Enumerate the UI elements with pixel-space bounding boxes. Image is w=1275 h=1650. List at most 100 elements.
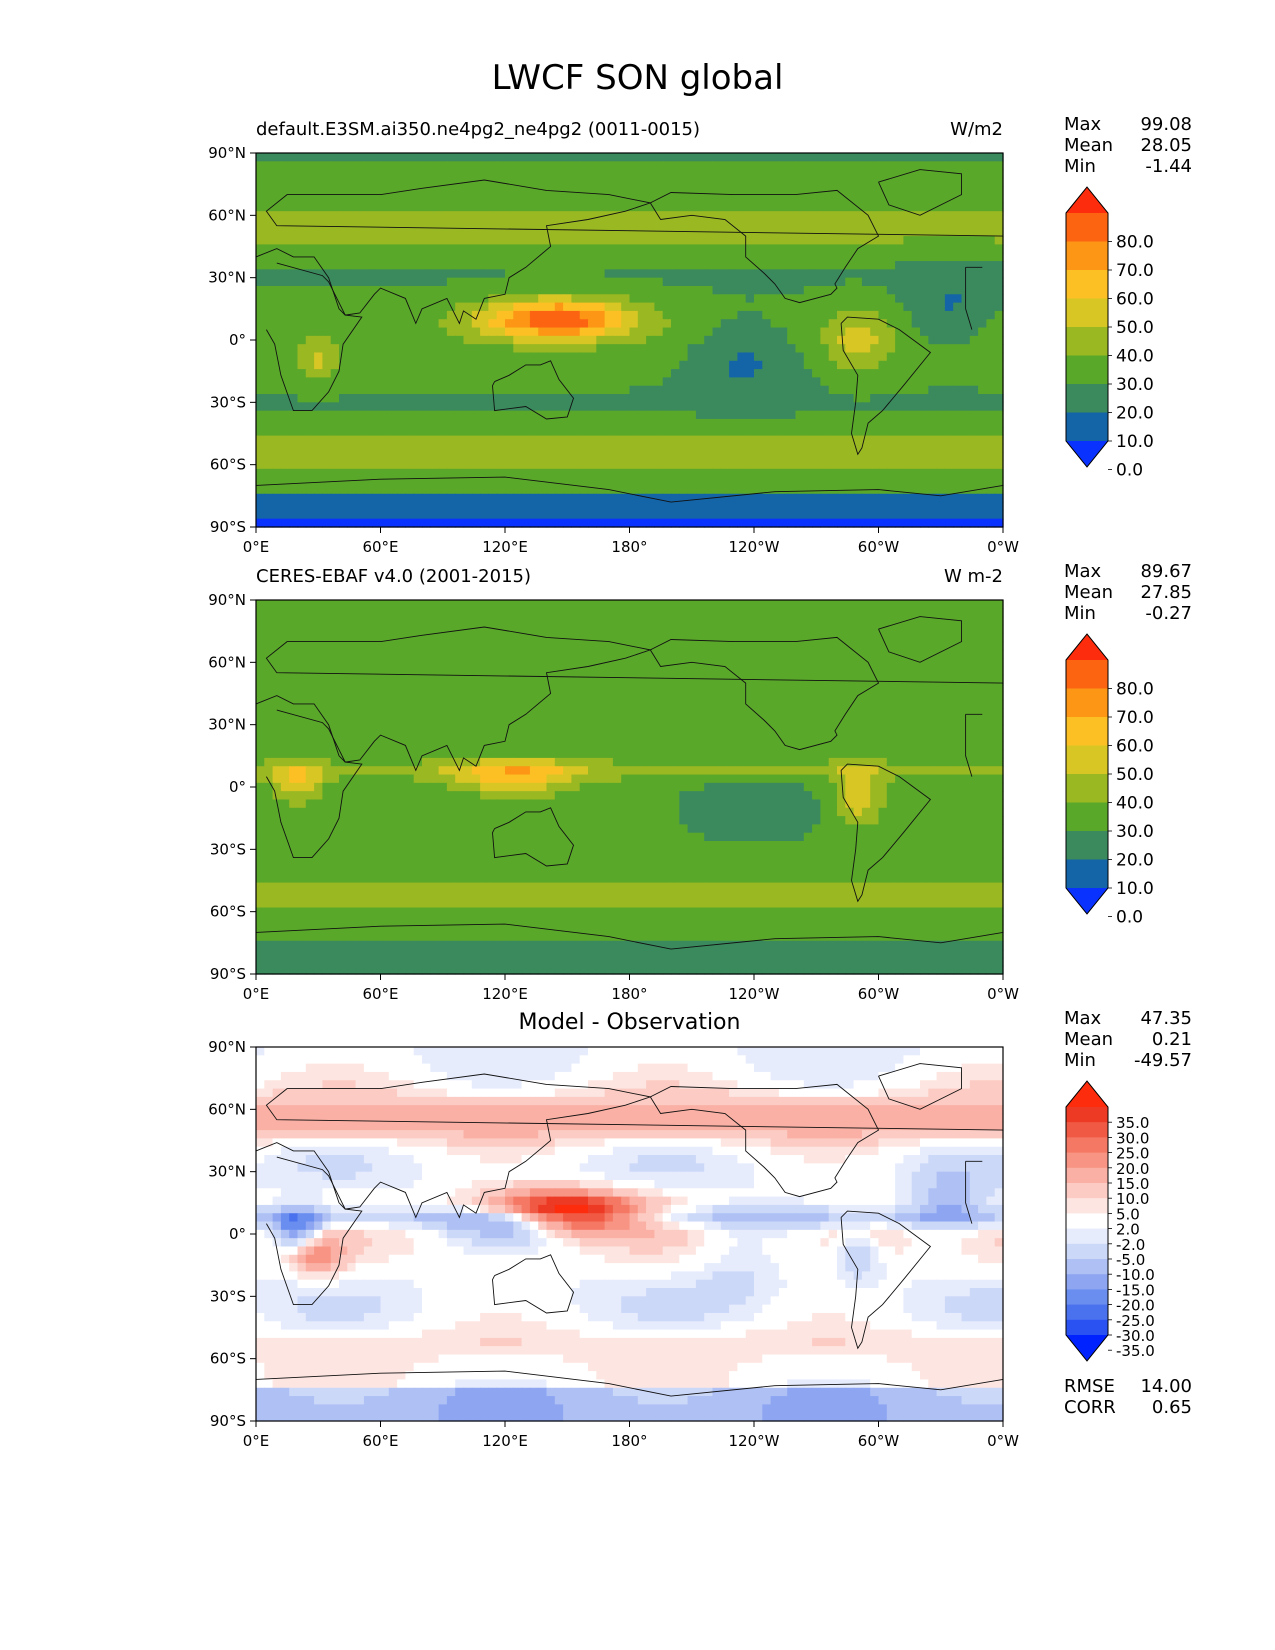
colorbar bbox=[1065, 633, 1109, 915]
stat-label: Min bbox=[1064, 156, 1096, 177]
panel-model: 90°N 60°N 30°N 0° 30°S 60°S 90°S 0°E 60°E 120°E 18… bbox=[0, 115, 1275, 585]
stat-value: 47.35 bbox=[1140, 1009, 1192, 1029]
lat-tick-label: 30°S bbox=[210, 840, 246, 858]
colorbar-label: -30.0 bbox=[1116, 1327, 1155, 1345]
colorbar-label: 35.0 bbox=[1116, 1114, 1149, 1132]
colorbar-label: 2.0 bbox=[1116, 1221, 1140, 1239]
lon-tick-label: 120°W bbox=[729, 538, 780, 556]
coastlines bbox=[255, 616, 1004, 950]
coastlines bbox=[255, 1063, 1004, 1397]
lon-tick-label: 0°E bbox=[243, 985, 270, 1003]
lat-tick-label: 90°S bbox=[210, 1412, 246, 1430]
colorbar bbox=[1065, 186, 1109, 468]
stat-label: Mean bbox=[1064, 582, 1113, 603]
stat-label: Min bbox=[1064, 603, 1096, 624]
colorbar-label: -2.0 bbox=[1116, 1236, 1145, 1254]
map-field bbox=[256, 600, 1004, 975]
stat-label: Max bbox=[1064, 115, 1102, 135]
lat-tick-label: 0° bbox=[229, 331, 246, 349]
panel-title: CERES-EBAF v4.0 (2001-2015) bbox=[256, 566, 532, 587]
panel-title: default.E3SM.ai350.ne4pg2_ne4pg2 (0011-0… bbox=[256, 119, 701, 140]
lon-tick-label: 60°W bbox=[858, 985, 900, 1003]
stat-label: Max bbox=[1064, 562, 1102, 582]
lon-tick-label: 60°W bbox=[858, 1432, 900, 1450]
lat-tick-label: 0° bbox=[229, 1225, 246, 1243]
colorbar-label: 20.0 bbox=[1116, 1160, 1149, 1178]
stat-value: 27.85 bbox=[1140, 582, 1192, 603]
lon-tick-label: 60°E bbox=[362, 985, 398, 1003]
colorbar-label: 20.0 bbox=[1116, 851, 1154, 871]
colorbar bbox=[1065, 1080, 1109, 1362]
stat-value: -1.44 bbox=[1145, 156, 1192, 177]
colorbar-label: 20.0 bbox=[1116, 404, 1154, 424]
map-plot: 90°N 60°N 30°N 0° 30°S 60°S 90°S 0°E 60°E 120°E 18… bbox=[208, 115, 1192, 556]
lon-tick-label: 180° bbox=[611, 1432, 647, 1450]
lat-tick-label: 30°S bbox=[210, 1287, 246, 1305]
lon-tick-label: 0°W bbox=[987, 1432, 1019, 1450]
lon-tick-label: 120°W bbox=[729, 985, 780, 1003]
lat-tick-label: 30°N bbox=[208, 269, 246, 287]
colorbar-label: 0.0 bbox=[1116, 461, 1143, 481]
metric-value: 0.65 bbox=[1152, 1397, 1192, 1418]
colorbar-label: 70.0 bbox=[1116, 708, 1154, 728]
lon-tick-label: 180° bbox=[611, 985, 647, 1003]
lat-tick-label: 60°N bbox=[208, 1100, 246, 1118]
map-plot: 90°N 60°N 30°N 0° 30°S 60°S 90°S 0°E 60°E 120°E 18… bbox=[208, 562, 1192, 1003]
panel-title: Model - Observation bbox=[518, 1010, 741, 1035]
colorbar-label: 30.0 bbox=[1116, 1129, 1149, 1147]
lat-tick-label: 0° bbox=[229, 778, 246, 796]
lat-tick-label: 60°S bbox=[210, 456, 246, 474]
colorbar-label: 30.0 bbox=[1116, 375, 1154, 395]
colorbar-label: 60.0 bbox=[1116, 290, 1154, 310]
colorbar-label: 25.0 bbox=[1116, 1145, 1149, 1163]
colorbar-label: 50.0 bbox=[1116, 318, 1154, 338]
lat-tick-label: 90°N bbox=[208, 591, 246, 609]
lon-tick-label: 120°W bbox=[729, 1432, 780, 1450]
lat-tick-label: 60°N bbox=[208, 206, 246, 224]
colorbar-label: 70.0 bbox=[1116, 261, 1154, 281]
lat-tick-label: 30°N bbox=[208, 1163, 246, 1181]
colorbar-label: -20.0 bbox=[1116, 1297, 1155, 1315]
stat-label: Max bbox=[1064, 1009, 1102, 1029]
colorbar-label: 80.0 bbox=[1116, 233, 1154, 253]
lon-tick-label: 60°W bbox=[858, 538, 900, 556]
lat-tick-label: 60°S bbox=[210, 1350, 246, 1368]
colorbar-label: 0.0 bbox=[1116, 908, 1143, 928]
stat-value: 89.67 bbox=[1140, 562, 1192, 582]
colorbar-label: 80.0 bbox=[1116, 680, 1154, 700]
lon-tick-label: 0°W bbox=[987, 985, 1019, 1003]
lat-tick-label: 30°S bbox=[210, 393, 246, 411]
lon-tick-label: 60°E bbox=[362, 538, 398, 556]
colorbar-label: -10.0 bbox=[1116, 1266, 1155, 1284]
stat-value: -0.27 bbox=[1145, 603, 1192, 624]
lon-tick-label: 120°E bbox=[482, 985, 528, 1003]
stat-label: Mean bbox=[1064, 1029, 1113, 1050]
colorbar-label: 10.0 bbox=[1116, 432, 1154, 452]
lon-tick-label: 0°E bbox=[243, 538, 270, 556]
lon-tick-label: 0°W bbox=[987, 538, 1019, 556]
panel-units: W/m2 bbox=[950, 119, 1003, 140]
map-field bbox=[256, 1047, 1004, 1422]
lat-tick-label: 90°S bbox=[210, 518, 246, 536]
lat-tick-label: 60°N bbox=[208, 653, 246, 671]
stat-label: Mean bbox=[1064, 135, 1113, 156]
metric-label: CORR bbox=[1064, 1397, 1116, 1418]
metric-label: RMSE bbox=[1064, 1376, 1115, 1397]
colorbar-label: 5.0 bbox=[1116, 1205, 1140, 1223]
panel-observation: 90°N 60°N 30°N 0° 30°S 60°S 90°S 0°E 60°E 120°E 18… bbox=[0, 562, 1275, 1032]
lon-tick-label: 180° bbox=[611, 538, 647, 556]
lat-tick-label: 90°N bbox=[208, 144, 246, 162]
lat-tick-label: 90°S bbox=[210, 965, 246, 983]
colorbar-label: 40.0 bbox=[1116, 347, 1154, 367]
colorbar-label: 30.0 bbox=[1116, 822, 1154, 842]
colorbar-label: 10.0 bbox=[1116, 879, 1154, 899]
map-field bbox=[256, 153, 1004, 528]
map-plot: 90°N 60°N 30°N 0° 30°S 60°S 90°S 0°E 60°E 120°E 18… bbox=[208, 1009, 1192, 1450]
stat-value: 0.21 bbox=[1152, 1029, 1192, 1050]
panel-difference: 90°N 60°N 30°N 0° 30°S 60°S 90°S 0°E 60°E 120°E 18… bbox=[0, 1009, 1275, 1479]
lon-tick-label: 120°E bbox=[482, 1432, 528, 1450]
colorbar-label: 60.0 bbox=[1116, 737, 1154, 757]
lon-tick-label: 120°E bbox=[482, 538, 528, 556]
colorbar-label: 10.0 bbox=[1116, 1190, 1149, 1208]
colorbar-label: -35.0 bbox=[1116, 1342, 1155, 1360]
